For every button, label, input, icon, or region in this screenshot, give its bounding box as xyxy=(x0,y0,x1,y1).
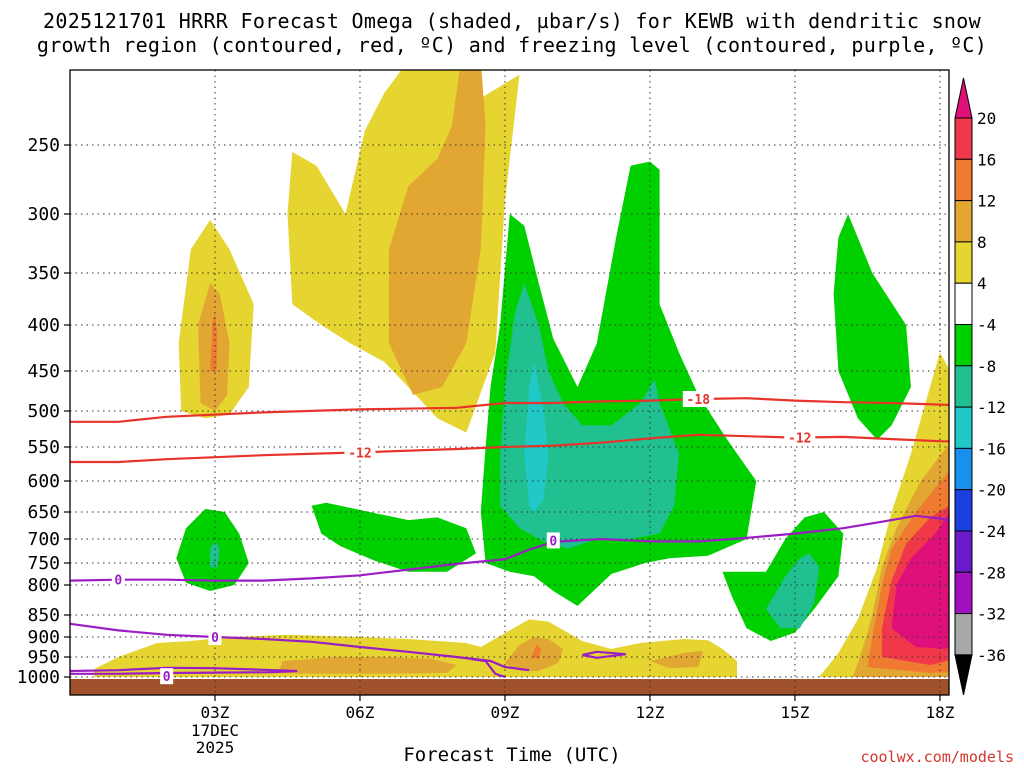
contour-label-dendritic-18C-0: -18 xyxy=(687,393,711,408)
y-tick-label-900: 900 xyxy=(27,627,60,648)
colorbar-label-13: -36 xyxy=(977,646,1006,665)
y-tick-label-600: 600 xyxy=(27,471,60,492)
omega-cyan-09z xyxy=(524,361,549,512)
x-tick-label-03Z: 03Z xyxy=(201,703,230,722)
y-axis: 2503003504004505005506006507007508008509… xyxy=(17,135,70,688)
x-tick-label-18Z: 18Z xyxy=(925,703,954,722)
ground-strip xyxy=(70,679,949,695)
colorbar-label-11: -28 xyxy=(977,563,1006,582)
contour-label-dendritic-18C-0-bg xyxy=(682,391,714,407)
y-tick-label-700: 700 xyxy=(27,529,60,550)
omega-orange-03z xyxy=(210,314,218,371)
colorbar-label-12: -32 xyxy=(977,605,1006,624)
omega-gold-06z xyxy=(389,70,486,395)
colorbar-label-10: -24 xyxy=(977,522,1006,541)
y-tick-label-300: 300 xyxy=(27,204,60,225)
y-tick-label-400: 400 xyxy=(27,315,60,336)
colorbar-bin--28_-24 xyxy=(954,530,973,573)
colorbar-label-0: 20 xyxy=(977,109,996,128)
y-tick-label-800: 800 xyxy=(27,575,60,596)
y-tick-label-650: 650 xyxy=(27,502,60,523)
x-axis-label: Forecast Time (UTC) xyxy=(403,744,621,766)
colorbar-label-5: -4 xyxy=(977,316,996,335)
x-tick-label-06Z: 06Z xyxy=(346,703,375,722)
y-tick-label-850: 850 xyxy=(27,605,60,626)
contour-label-freezing-level-0C-lower-0-bg xyxy=(208,629,222,645)
y-tick-label-250: 250 xyxy=(27,135,60,156)
omega-green-16z xyxy=(833,214,911,440)
omega-green-15z xyxy=(722,512,844,641)
omega-yellow-low xyxy=(94,619,737,677)
colorbar-bin--32_-28 xyxy=(954,571,973,615)
colorbar-label-3: 8 xyxy=(977,233,987,252)
contour-label-dendritic-12C-0: -12 xyxy=(348,446,371,461)
omega-gold-low-12z xyxy=(650,651,704,669)
colorbar-bin--12_-8 xyxy=(954,365,973,408)
chart-title-line-2: growth region (contoured, red, ºC) and f… xyxy=(36,33,988,57)
omega-gold-low-06z xyxy=(277,657,457,674)
colorbar-bin--4_4 xyxy=(954,282,973,326)
colorbar-bin-8_12 xyxy=(954,200,973,243)
colorbar-bin-4_8 xyxy=(954,241,973,284)
ground-terrain xyxy=(70,679,949,695)
omega-teal-15z xyxy=(766,553,820,629)
grid-lines xyxy=(70,70,949,695)
contour-freezing-level-loop-10z xyxy=(582,650,626,659)
colorbar-label-1: 16 xyxy=(977,150,996,169)
colorbar-bin--36_-32 xyxy=(954,613,973,656)
contour-label-freezing-level-0C-upper-0: 0 xyxy=(114,574,122,589)
y-tick-label-950: 950 xyxy=(27,647,60,668)
omega-orange-low-09z xyxy=(531,645,542,659)
x-tick-sublabel-0: 17DEC xyxy=(191,721,239,740)
y-tick-label-550: 550 xyxy=(27,437,60,458)
chart-title-line-1: 2025121701 HRRR Forecast Omega (shaded, … xyxy=(43,9,981,33)
contour-label-freezing-level-0C-lower-0: 0 xyxy=(211,631,219,646)
colorbar-bin--8_-4 xyxy=(954,324,973,367)
contour-label-freezing-level-0C-upper-0-bg xyxy=(111,571,125,588)
contour-freezing-level-tail xyxy=(470,657,506,679)
colorbar-bin-16_20 xyxy=(954,117,973,160)
omega-green-06z xyxy=(311,502,476,572)
contour-label-freezing-level-0C-lower-1: 0 xyxy=(163,670,171,685)
colorbar-label-6: -8 xyxy=(977,357,996,376)
colorbar-label-4: 4 xyxy=(977,274,987,293)
colorbar-bin-12_16 xyxy=(954,158,973,202)
y-tick-label-500: 500 xyxy=(27,401,60,422)
colorbar-label-9: -20 xyxy=(977,481,1006,500)
contour-freezing-level-0C-lower xyxy=(70,622,530,672)
contour-label-dendritic-12C-1: -12 xyxy=(788,432,811,447)
colorbar-bin--16_-12 xyxy=(954,406,973,449)
x-tick-label-12Z: 12Z xyxy=(636,703,665,722)
y-tick-label-450: 450 xyxy=(27,361,60,382)
colorbar-label-8: -16 xyxy=(977,439,1006,458)
temperature-contours: -18 -12 -12 0 0 0 0 xyxy=(70,391,949,685)
x-tick-sublabel-1: 2025 xyxy=(196,738,235,757)
colorbar-bin--20_-16 xyxy=(954,447,973,491)
contour-freezing-level-loop-surface xyxy=(70,666,298,675)
colorbar-legend: 20 16 12 8 4 -4 -8 -12 -16 -20 -24 -28 -32 -36 xyxy=(954,77,1006,696)
contour-label-freezing-level-0C-upper-1: 0 xyxy=(549,534,557,549)
contour-dendritic-18C xyxy=(70,397,949,423)
omega-shading xyxy=(94,70,949,677)
colorbar-label-2: 12 xyxy=(977,192,996,211)
contour-label-dendritic-12C-1-bg xyxy=(784,429,816,446)
credit-text: coolwx.com/models xyxy=(860,748,1014,766)
colorbar-bottom-arrow xyxy=(954,654,973,696)
plot-frame xyxy=(69,69,950,696)
contour-dendritic-12C xyxy=(70,433,949,464)
y-tick-label-750: 750 xyxy=(27,553,60,574)
x-tick-label-15Z: 15Z xyxy=(780,703,809,722)
contour-label-freezing-level-0C-lower-1-bg xyxy=(160,668,174,685)
y-tick-label-350: 350 xyxy=(27,263,60,284)
colorbar-top-arrow xyxy=(954,77,973,119)
y-tick-label-1000: 1000 xyxy=(17,667,60,688)
x-tick-label-09Z: 09Z xyxy=(491,703,520,722)
colorbar-bin--24_-20 xyxy=(954,489,973,532)
contour-label-freezing-level-0C-upper-1-bg xyxy=(546,532,560,549)
colorbar-label-7: -12 xyxy=(977,398,1006,417)
contour-label-dendritic-12C-0-bg xyxy=(344,444,376,461)
